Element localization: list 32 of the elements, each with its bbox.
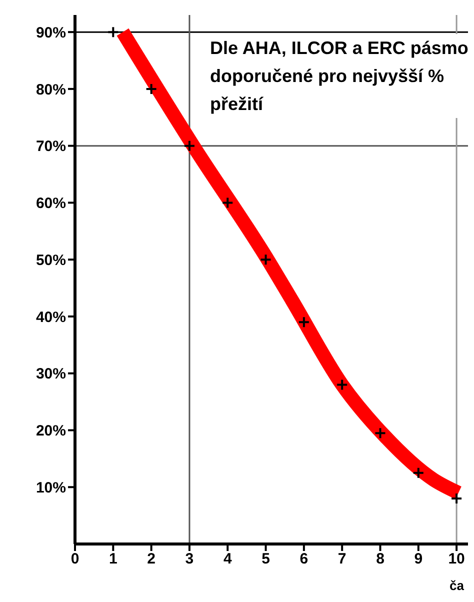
x-tick-label: 3 xyxy=(185,550,194,568)
point xyxy=(222,196,234,209)
y-tick-label: 10% xyxy=(36,479,66,496)
x-axis-title: ča xyxy=(450,578,465,593)
y-tick-label: 40% xyxy=(36,308,66,326)
y-tick-label: 70% xyxy=(36,138,66,156)
x-tick-label: 7 xyxy=(338,550,346,568)
point xyxy=(450,492,463,504)
x-tick-label: 4 xyxy=(223,550,232,568)
annotation: Dle AHA, ILCOR a ERC pásmo doporučené pro nejvyšší % přežití xyxy=(210,34,472,118)
x-tick-label: 9 xyxy=(414,550,423,568)
x-tick-label: 10 xyxy=(448,550,465,568)
point xyxy=(412,466,424,479)
y-tick-label: 60% xyxy=(36,195,66,212)
y-tick-label: 90% xyxy=(36,24,66,42)
point xyxy=(183,140,196,152)
point xyxy=(374,427,386,440)
point xyxy=(145,82,158,95)
point xyxy=(260,254,272,266)
x-tick-label: 8 xyxy=(376,550,384,568)
x-tick-label: 1 xyxy=(108,550,118,568)
y-tick-label: 80% xyxy=(36,81,66,98)
x-tick-label: 5 xyxy=(262,550,270,568)
point xyxy=(336,378,348,391)
y-tick-label: 50% xyxy=(36,252,66,269)
point xyxy=(298,316,310,328)
point xyxy=(107,26,120,38)
y-tick-label: 20% xyxy=(36,422,66,440)
y-tick-label: 30% xyxy=(36,366,66,383)
x-tick-label: 2 xyxy=(147,550,156,568)
x-tick-label: 0 xyxy=(70,550,80,568)
x-tick-label: 6 xyxy=(300,550,308,568)
